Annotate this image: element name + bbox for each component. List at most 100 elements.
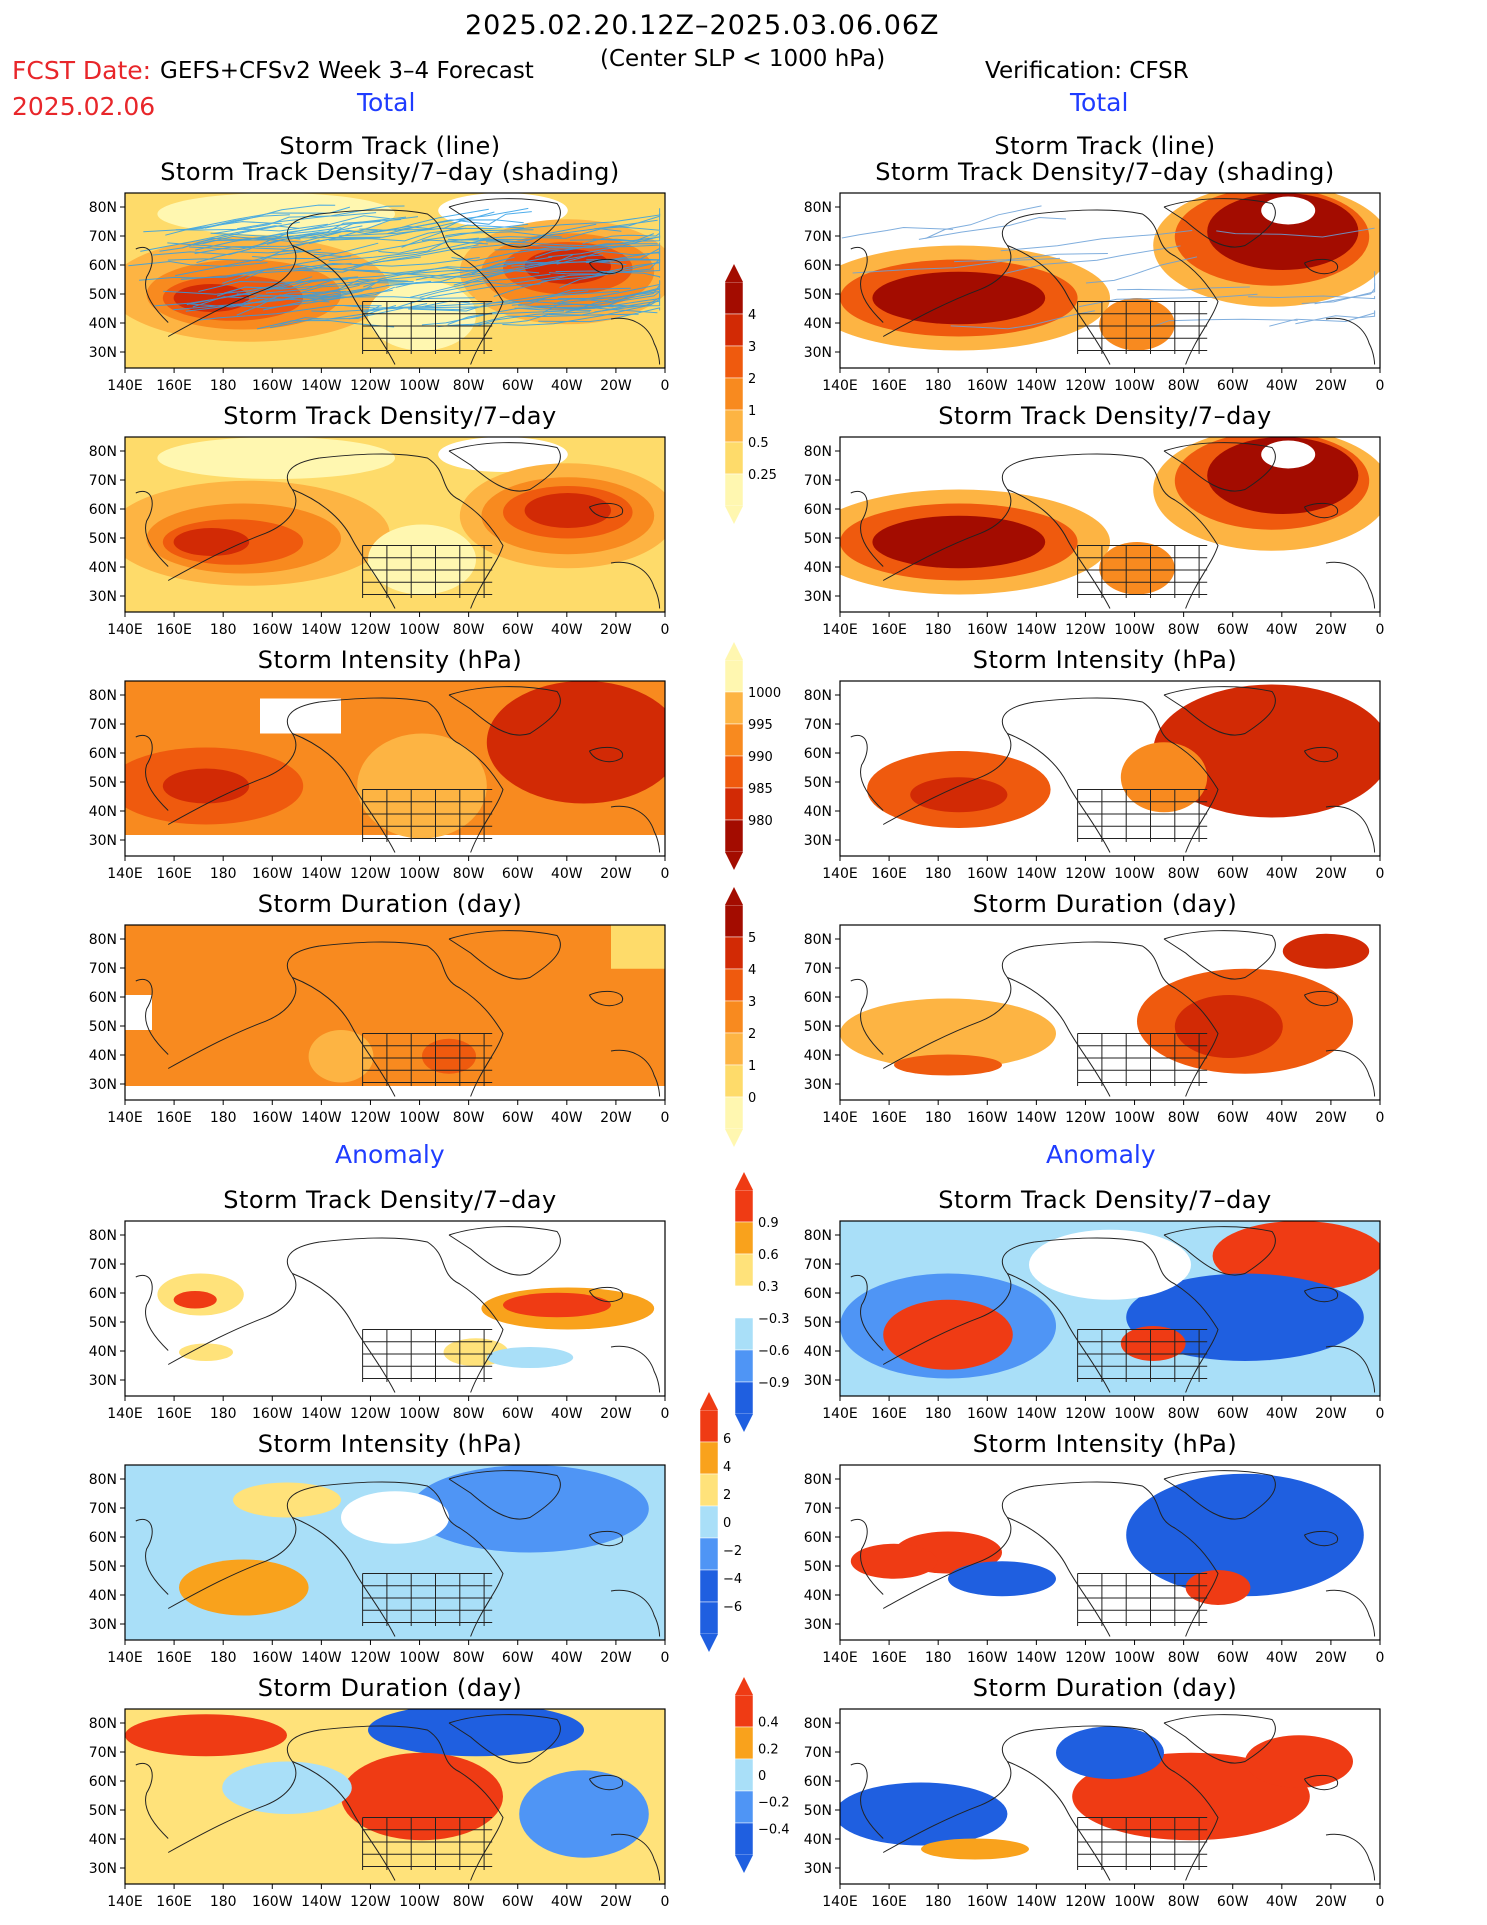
lon-tick-label: 140W (1016, 378, 1057, 394)
lon-tick-label: 160E (156, 622, 192, 638)
colorbar-density-total-swatch (724, 281, 744, 315)
title-density-right: Storm Track Density/7–day (938, 402, 1272, 430)
colorbar-intensity-total-swatch (724, 819, 744, 853)
criterion-label: (Center SLP < 1000 hPa) (600, 46, 886, 72)
colorbar-intensity-anom-swatch (699, 1537, 719, 1571)
intensity-verification-field (840, 681, 1380, 856)
colorbar-duration-total-arrow-top (725, 887, 743, 905)
lon-tick-label: 100W (1114, 378, 1155, 394)
lon-tick-label: 80W (453, 622, 485, 638)
lon-tick-label: 160E (871, 378, 907, 394)
lat-tick-label: 30N (89, 345, 117, 361)
lat-tick-label: 70N (804, 717, 832, 733)
lon-tick-label: 180 (925, 1894, 952, 1910)
lon-tick-label: 40W (551, 378, 583, 394)
lon-tick-label: 180 (925, 1406, 952, 1422)
coastline (850, 1470, 1376, 1637)
colorbar-intensity-anom-label: −4 (723, 1572, 742, 1587)
lon-tick-label: 0 (1376, 866, 1385, 882)
density-forecast-field (125, 437, 665, 612)
lon-tick-label: 100W (399, 378, 440, 394)
lat-tick-label: 60N (89, 258, 117, 274)
lat-tick-label: 80N (804, 688, 832, 704)
lon-tick-label: 140W (1016, 622, 1057, 638)
lon-tick-label: 20W (600, 1406, 632, 1422)
lon-tick-label: 80W (453, 1894, 485, 1910)
lon-tick-label: 120W (350, 378, 391, 394)
intensity-forecast-field (125, 681, 665, 856)
lon-tick-label: 160E (871, 866, 907, 882)
lon-tick-label: 40W (1266, 1110, 1298, 1126)
title-duration-left: Storm Duration (day) (257, 890, 523, 918)
lon-tick-label: 80W (1168, 622, 1200, 638)
lat-tick-label: 40N (89, 1344, 117, 1360)
lat-tick-label: 50N (804, 1315, 832, 1331)
colorbar-intensity-anom-swatch (699, 1441, 719, 1475)
lon-tick-label: 180 (210, 1110, 237, 1126)
map-duration-verification: 140E 160E 180 160W 140W 120W 100W 80W 60W 40W 20W 0… (804, 924, 1384, 1126)
lon-tick-label: 60W (1217, 1650, 1249, 1666)
lon-tick-label: 20W (600, 1894, 632, 1910)
colorbar-duration-total-label: 2 (748, 1027, 756, 1042)
anom-density-forecast-field (125, 1221, 665, 1396)
lat-tick-label: 70N (804, 473, 832, 489)
colorbar-intensity-total-label: 990 (748, 750, 773, 765)
lon-tick-label: 80W (453, 1110, 485, 1126)
lon-tick-label: 40W (551, 622, 583, 638)
lon-tick-label: 140E (107, 1406, 143, 1422)
lon-tick-label: 120W (350, 1110, 391, 1126)
map-anom-intensity-forecast: 140E 160E 180 160W 140W 120W 100W 80W 60W 40W 20W 0… (89, 1464, 669, 1666)
colorbar-intensity-total-swatch (724, 659, 744, 693)
lon-tick-label: 180 (210, 1894, 237, 1910)
lon-tick-label: 160W (252, 1894, 293, 1910)
lon-tick-label: 100W (1114, 1406, 1155, 1422)
title-anom-density-right: Storm Track Density/7–day (938, 1186, 1272, 1214)
lat-tick-label: 70N (89, 473, 117, 489)
lat-tick-label: 70N (89, 717, 117, 733)
lon-tick-label: 180 (925, 1110, 952, 1126)
lon-tick-label: 100W (1114, 622, 1155, 638)
lat-tick-label: 70N (89, 1745, 117, 1761)
coastline (850, 686, 1376, 853)
lon-tick-label: 140W (1016, 866, 1057, 882)
colorbar-intensity-anom-swatch (699, 1409, 719, 1443)
lon-tick-label: 40W (1266, 1894, 1298, 1910)
intensity-verification-frame (839, 680, 1381, 857)
lat-tick-label: 40N (804, 804, 832, 820)
lon-tick-label: 180 (210, 866, 237, 882)
lat-tick-label: 30N (804, 833, 832, 849)
lat-tick-label: 50N (804, 531, 832, 547)
lat-tick-label: 50N (89, 775, 117, 791)
title-intensity-right: Storm Intensity (hPa) (972, 646, 1238, 674)
lat-tick-label: 60N (804, 1774, 832, 1790)
anom-density-verification-frame (839, 1220, 1381, 1397)
lon-tick-label: 40W (1266, 622, 1298, 638)
lon-tick-label: 20W (1315, 1110, 1347, 1126)
map-anom-density-verification: 140E 160E 180 160W 140W 120W 100W 80W 60W 40W 20W 0… (804, 1220, 1384, 1422)
map-intensity-forecast: 140E 160E 180 160W 140W 120W 100W 80W 60W 40W 20W 0… (89, 680, 670, 882)
colorbar-duration-total-swatch (724, 968, 744, 1002)
colorbar-intensity-total-swatch (724, 723, 744, 757)
lon-tick-label: 160W (967, 378, 1008, 394)
colorbar-duration-total-swatch (724, 1064, 744, 1098)
lon-tick-label: 120W (350, 1650, 391, 1666)
lat-tick-label: 60N (89, 746, 117, 762)
lat-tick-label: 70N (804, 229, 832, 245)
lon-tick-label: 60W (1217, 1894, 1249, 1910)
lon-tick-label: 60W (1217, 866, 1249, 882)
colorbar-duration-total-label: 0 (748, 1091, 756, 1106)
lon-tick-label: 120W (350, 1894, 391, 1910)
lat-tick-label: 30N (804, 1861, 832, 1877)
lon-tick-label: 160W (252, 1650, 293, 1666)
lon-tick-label: 0 (661, 866, 670, 882)
lon-tick-label: 40W (551, 1110, 583, 1126)
lon-tick-label: 40W (551, 1406, 583, 1422)
storm-tracks (128, 204, 661, 330)
colorbar-intensity-total-label: 980 (748, 814, 773, 829)
colorbar-duration-total-swatch (724, 1032, 744, 1066)
lat-tick-label: 40N (804, 1344, 832, 1360)
lon-tick-label: 140W (301, 1650, 342, 1666)
lat-tick-label: 80N (89, 1472, 117, 1488)
lat-tick-label: 50N (804, 775, 832, 791)
lon-tick-label: 60W (502, 866, 534, 882)
